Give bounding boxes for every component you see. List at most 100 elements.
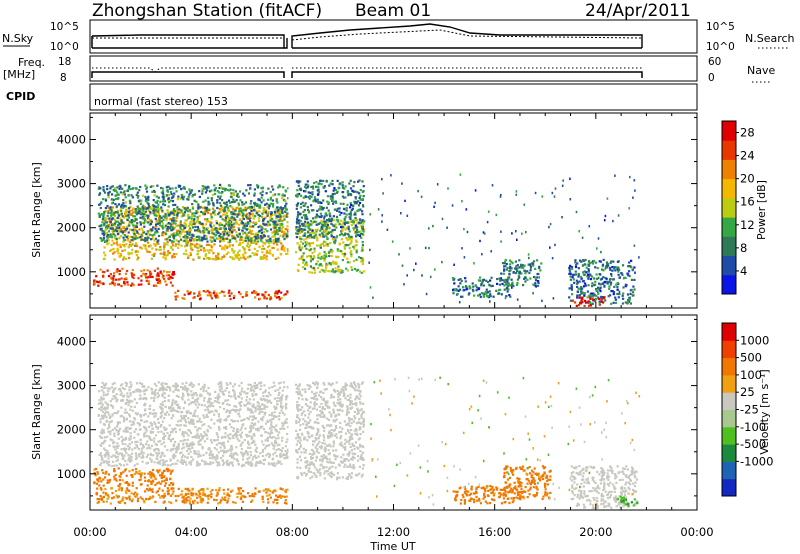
echo-cell	[145, 197, 148, 200]
echo-cell	[203, 249, 206, 252]
echo-cell	[456, 292, 459, 296]
echo-cell	[319, 235, 322, 238]
echo-cell	[152, 254, 155, 257]
echo-cell	[578, 230, 580, 233]
echo-cell	[162, 256, 165, 259]
echo-cell	[103, 460, 106, 463]
echo-cell	[161, 480, 164, 483]
echo-cell	[188, 499, 191, 502]
echo-cell	[156, 267, 159, 270]
echo-cell	[168, 227, 172, 230]
echo-cell	[528, 263, 532, 266]
echo-cell	[190, 236, 193, 239]
echo-cell	[140, 452, 143, 455]
echo-cell	[287, 450, 290, 453]
echo-cell	[244, 257, 247, 261]
echo-cell	[247, 206, 250, 209]
echo-cell	[346, 238, 349, 242]
echo-cell	[303, 185, 307, 188]
echo-cell	[115, 270, 118, 273]
echo-cell	[153, 207, 156, 210]
echo-cell	[122, 199, 125, 202]
echo-cell	[350, 193, 353, 197]
echo-cell	[296, 269, 300, 272]
echo-cell	[229, 188, 232, 191]
echo-cell	[214, 187, 218, 190]
echo-cell	[255, 240, 258, 243]
echo-cell	[610, 290, 613, 293]
echo-cell	[206, 218, 209, 221]
echo-cell	[128, 498, 131, 501]
echo-cell	[241, 201, 244, 204]
echo-cell	[341, 181, 344, 184]
echo-cell	[247, 492, 250, 495]
echo-cell	[117, 231, 120, 234]
echo-cell	[107, 495, 110, 499]
echo-cell	[530, 267, 532, 270]
echo-cell	[332, 240, 336, 243]
echo-cell	[350, 250, 353, 253]
echo-cell	[163, 277, 166, 280]
echo-cell	[584, 258, 587, 262]
echo-cell	[267, 431, 270, 435]
echo-cell	[354, 231, 357, 234]
echo-cell	[584, 299, 587, 302]
echo-cell	[340, 271, 343, 274]
echo-cell	[149, 473, 152, 476]
echo-cell	[216, 206, 219, 210]
echo-cell	[304, 232, 307, 235]
echo-cell	[352, 219, 355, 222]
echo-cell	[233, 250, 236, 253]
echo-cell	[174, 402, 177, 405]
echo-cell	[156, 469, 159, 472]
echo-cell	[161, 234, 164, 237]
echo-cell	[324, 241, 327, 244]
echo-cell	[611, 278, 615, 281]
echo-cell	[354, 267, 357, 271]
echo-cell	[223, 225, 226, 228]
echo-cell	[182, 495, 185, 498]
echo-cell	[113, 475, 116, 478]
echo-cell	[318, 233, 321, 236]
echo-cell	[125, 481, 129, 484]
echo-cell	[247, 418, 250, 421]
echo-cell	[113, 469, 116, 472]
echo-cell	[166, 243, 169, 246]
echo-cell	[138, 472, 141, 475]
echo-cell	[146, 241, 150, 244]
echo-cell	[180, 211, 183, 214]
echo-cell	[234, 208, 238, 211]
echo-cell	[598, 302, 601, 305]
echo-cell	[147, 386, 150, 389]
echo-cell	[452, 278, 455, 281]
echo-cell	[356, 228, 359, 231]
echo-cell	[121, 499, 124, 502]
echo-cell	[500, 240, 502, 243]
echo-cell	[255, 428, 258, 431]
echo-cell	[285, 236, 288, 239]
echo-cell	[174, 447, 177, 450]
echo-cell	[257, 402, 260, 405]
echo-cell	[119, 213, 122, 216]
echo-cell	[262, 500, 265, 503]
echo-cell	[298, 219, 301, 222]
echo-cell	[512, 285, 515, 288]
colorbar-segment	[722, 197, 736, 218]
echo-cell	[102, 471, 105, 474]
echo-cell	[98, 192, 102, 195]
echo-cell	[577, 290, 579, 293]
echo-cell	[228, 201, 232, 204]
echo-cell	[204, 253, 208, 256]
echo-cell	[219, 501, 222, 504]
echo-cell	[215, 292, 218, 295]
echo-cell	[226, 494, 229, 497]
echo-cell	[258, 204, 261, 207]
echo-cell	[532, 260, 536, 263]
echo-cell	[489, 300, 491, 303]
echo-cell	[180, 193, 183, 197]
echo-cell	[185, 208, 188, 211]
echo-cell	[298, 244, 301, 247]
echo-cell	[303, 259, 306, 262]
echo-cell	[249, 461, 253, 464]
echo-cell	[97, 480, 100, 483]
